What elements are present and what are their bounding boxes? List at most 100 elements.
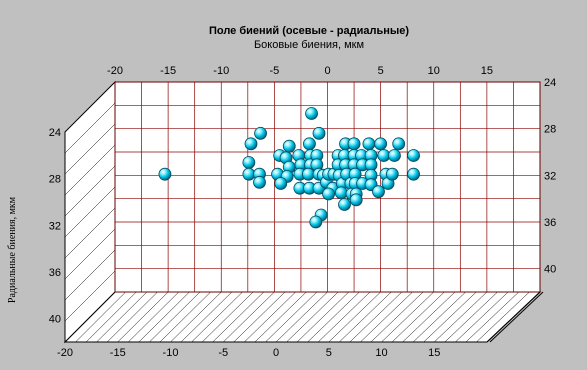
data-point <box>274 177 288 190</box>
floor-grid-line <box>360 291 413 343</box>
left-y-tick-label: 40 <box>49 314 61 326</box>
floor-grid-line <box>265 291 318 343</box>
data-point <box>242 167 256 181</box>
floor-grid-line <box>296 291 349 343</box>
floor-grid-line <box>159 291 211 343</box>
bottom-x-tick-label: -15 <box>110 347 126 359</box>
data-point <box>158 167 172 181</box>
data-point <box>322 187 335 201</box>
floor-grid-line <box>476 291 530 343</box>
right-y-tick-label: 32 <box>544 170 556 182</box>
floor-grid-line <box>381 291 434 343</box>
chart-title: Поле биений (осевые - радиальные) <box>209 25 409 37</box>
left-wall-grid-line <box>64 228 116 280</box>
data-point <box>282 139 296 153</box>
floor-grid-line <box>391 291 445 343</box>
data-point <box>362 137 376 151</box>
data-point <box>372 185 385 199</box>
right-y-tick-label: 36 <box>544 217 556 229</box>
floor-grid-line <box>423 291 477 343</box>
floor-grid-line <box>286 291 339 343</box>
floor-grid-line <box>170 291 222 343</box>
floor-grid-line <box>191 291 243 343</box>
data-point <box>301 167 315 181</box>
bottom-x-tick-label: -10 <box>163 347 179 359</box>
floor-grid-line <box>244 291 296 343</box>
floor-grid-line <box>75 291 126 343</box>
left-wall-grid-line <box>64 165 116 217</box>
floor-grid-line <box>328 291 381 343</box>
floor-grid-line <box>117 291 169 343</box>
left-y-tick-label: 24 <box>49 127 61 139</box>
chart-subtitle: Боковые биения, мкм <box>254 39 364 51</box>
floor-grid-line <box>212 291 264 343</box>
floor-grid-line <box>223 291 275 343</box>
bottom-x-tick-label: 0 <box>273 347 279 359</box>
floor-grid-line <box>149 291 201 343</box>
top-x-tick-label: -15 <box>160 65 176 77</box>
data-point <box>385 167 399 181</box>
floor-grid-line <box>402 291 456 343</box>
top-x-tick-label: 15 <box>481 65 493 77</box>
data-point <box>305 107 318 120</box>
floor-grid-line <box>444 291 498 343</box>
floor-grid-line <box>339 291 392 343</box>
floor-grid-line <box>180 291 233 343</box>
data-point <box>349 193 363 207</box>
floor-grid-line <box>465 291 519 343</box>
data-point <box>374 137 388 151</box>
floor-grid-line <box>455 291 509 343</box>
left-wall-grid-line <box>64 186 116 238</box>
data-point <box>303 137 316 151</box>
bottom-x-tick-label: -20 <box>57 347 73 359</box>
top-x-tick-label: 10 <box>428 65 440 77</box>
top-x-tick-label: 0 <box>324 65 330 77</box>
floor-grid-line <box>233 291 286 343</box>
left-wall-grid-line <box>64 291 116 343</box>
data-point <box>407 167 420 181</box>
floor-grid-line <box>307 291 360 343</box>
data-point <box>312 126 326 140</box>
floor-grid-line <box>434 291 488 343</box>
top-x-tick-label: -20 <box>107 65 123 77</box>
floor-grid-line <box>201 291 254 343</box>
bottom-x-tick-label: 5 <box>326 347 332 359</box>
floor-grid-line <box>349 291 403 343</box>
top-x-tick-label: -5 <box>269 65 279 77</box>
left-wall-grid-line <box>64 270 116 322</box>
floor-grid-line <box>275 291 328 343</box>
data-point <box>334 186 348 200</box>
plot-floor <box>63 291 542 343</box>
floor-grid-line <box>85 291 137 343</box>
floor-grid-line <box>96 291 148 343</box>
right-y-tick-label: 24 <box>544 77 556 89</box>
data-point <box>253 175 266 189</box>
floor-grid-line <box>254 291 307 343</box>
data-point <box>392 137 406 151</box>
right-y-tick-label: 28 <box>544 124 556 136</box>
data-point <box>407 149 420 162</box>
left-wall-grid-line <box>64 102 116 154</box>
data-point <box>242 156 256 169</box>
left-y-tick-label: 32 <box>49 220 61 232</box>
data-point <box>338 198 351 211</box>
data-points <box>158 107 420 229</box>
right-y-tick-label: 40 <box>544 264 556 276</box>
floor-plane <box>63 291 542 343</box>
floor-grid-line <box>138 291 190 343</box>
left-wall-grid-line <box>64 123 116 175</box>
left-y-tick-label: 36 <box>49 267 61 279</box>
left-wall-grid-line <box>64 207 116 259</box>
data-point <box>377 149 391 162</box>
data-point <box>388 149 401 162</box>
right-edge <box>486 291 541 343</box>
left-y-tick-label: 28 <box>49 174 61 186</box>
plot-axes <box>486 291 544 343</box>
left-wall-grid-line <box>64 144 116 196</box>
bottom-x-tick-label: 10 <box>375 347 387 359</box>
floor-grid-line <box>370 291 424 343</box>
tick-labels: -20 -15 -10 -5 0 5 10 15 -20 -15 -10 -5 0 5 10 15 24 28 32… <box>49 65 557 359</box>
floor-grid-line <box>412 291 466 343</box>
left-wall-grid-line <box>64 81 116 133</box>
left-wall-grid-line <box>64 249 116 301</box>
